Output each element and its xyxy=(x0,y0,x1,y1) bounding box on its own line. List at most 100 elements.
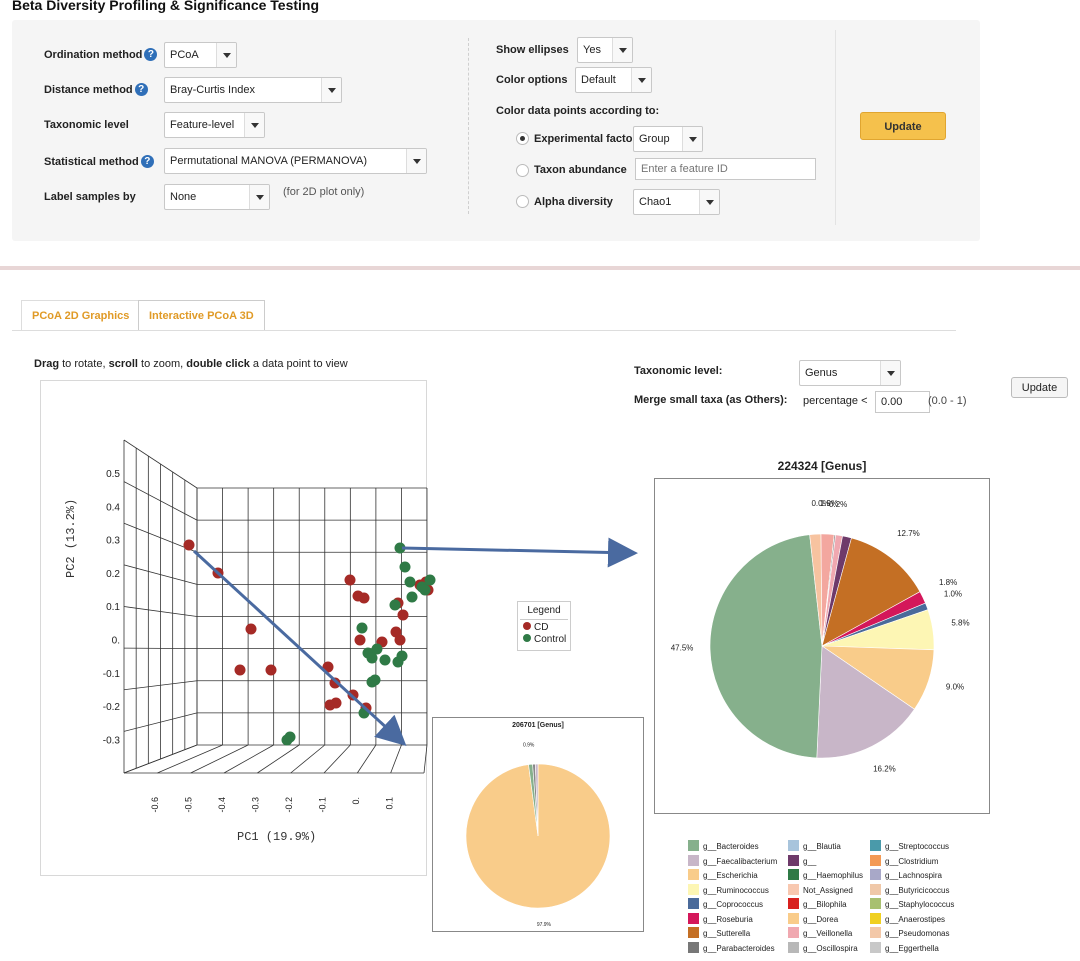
alpha-diversity-select[interactable]: Chao1 xyxy=(633,189,720,215)
y-tick-label: 0. xyxy=(112,636,120,647)
pcoa-3d-grid xyxy=(123,439,428,774)
tab-pcoa-2d[interactable]: PCoA 2D Graphics xyxy=(21,300,141,331)
help-icon[interactable]: ? xyxy=(134,83,148,96)
pie-slice xyxy=(821,537,921,647)
small-pie-chart: 97.9% 0.9% xyxy=(465,742,611,928)
cd-sample-point xyxy=(344,574,356,586)
experimental-factor-radio[interactable] xyxy=(516,132,529,145)
control-sample-point xyxy=(389,599,401,611)
pie-slice-label: 0.2% xyxy=(829,500,847,509)
pie-slice-label: 1.0% xyxy=(944,589,962,598)
genus-legend-item: g__Blautia xyxy=(788,840,841,851)
grid-line xyxy=(157,744,223,774)
x-tick-label: -0.1 xyxy=(318,797,328,813)
control-marker-icon xyxy=(523,634,531,642)
update-button[interactable]: Update xyxy=(860,112,946,140)
panel-divider xyxy=(468,38,469,214)
taxonomic-level-label: Taxonomic level xyxy=(44,119,129,131)
alpha-diversity-radio[interactable] xyxy=(516,195,529,208)
distance-method-select[interactable]: Bray-Curtis Index xyxy=(164,77,342,103)
color-swatch-icon xyxy=(688,912,699,924)
taxonomic-level-select[interactable]: Feature-level xyxy=(164,112,265,138)
grid-line xyxy=(390,744,402,774)
pcoa-3d-points xyxy=(183,539,436,746)
update-taxa-button[interactable]: Update xyxy=(1011,377,1068,398)
genus-legend-item: g__Veillonella xyxy=(788,927,852,938)
y-tick-label: 0.3 xyxy=(106,536,120,547)
genus-legend-label: g__Haemophilus xyxy=(803,871,864,880)
grid-line xyxy=(290,744,326,774)
arrow-to-small-pie xyxy=(192,549,407,747)
pcoa-3d-tick-labels: 0.5 0.4 0.3 0.2 0.1 0. -0.1 -0.2 -0.3 -0.6 -0.5 -0.… xyxy=(103,469,395,813)
pie-slice xyxy=(534,763,539,837)
genus-legend-label: g__Parabacteroides xyxy=(703,943,775,953)
chevron-down-icon xyxy=(321,78,341,102)
pie-slice-label: 5.8% xyxy=(951,618,969,627)
ordination-method-select[interactable]: PCoA xyxy=(164,42,237,68)
cd-sample-point xyxy=(330,697,342,709)
statistical-method-select[interactable]: Permutational MANOVA (PERMANOVA) xyxy=(164,148,427,174)
genus-legend-item: g__Escherichia xyxy=(688,869,758,880)
grid-line xyxy=(257,744,300,774)
pie-slice xyxy=(816,645,915,759)
legend-item-control: Control xyxy=(518,633,570,645)
chevron-down-icon xyxy=(612,38,632,62)
x-tick-label: 0. xyxy=(351,797,361,805)
chevron-down-icon xyxy=(880,361,900,385)
genus-legend-item: g__Lachnospira xyxy=(870,869,942,880)
y-tick-label: -0.1 xyxy=(103,669,121,680)
tab-interactive-pcoa-3d[interactable]: Interactive PCoA 3D xyxy=(138,300,265,331)
genus-legend-item: g__Parabacteroides xyxy=(688,941,775,953)
experimental-factor-select[interactable]: Group xyxy=(633,126,703,152)
control-sample-point xyxy=(404,576,416,588)
control-sample-point xyxy=(379,654,391,666)
color-options-select[interactable]: Default xyxy=(575,67,652,93)
color-swatch-icon xyxy=(788,840,799,851)
genus-legend-label: g__Oscillospira xyxy=(803,943,858,953)
label-samples-select[interactable]: None xyxy=(164,184,270,210)
control-sample-point xyxy=(366,652,378,664)
color-data-points-label: Color data points according to: xyxy=(496,105,660,117)
color-swatch-icon xyxy=(688,927,699,938)
control-sample-point xyxy=(281,734,293,746)
percentage-label: percentage < xyxy=(803,395,868,407)
experimental-factor-label: Experimental factor xyxy=(534,133,637,145)
feature-id-input[interactable] xyxy=(635,158,816,180)
cd-marker-icon xyxy=(523,622,531,630)
y-tick-label: 0.4 xyxy=(106,502,120,513)
cd-sample-point xyxy=(394,634,406,646)
control-sample-point xyxy=(424,574,436,586)
control-sample-point xyxy=(419,584,431,596)
genus-level-select[interactable]: Genus xyxy=(799,360,901,386)
percentage-input[interactable] xyxy=(875,391,930,413)
control-sample-point xyxy=(371,643,383,655)
show-ellipses-select[interactable]: Yes xyxy=(577,37,633,63)
control-sample-point xyxy=(399,561,411,573)
help-icon[interactable]: ? xyxy=(140,155,154,168)
taxon-abundance-radio[interactable] xyxy=(516,164,529,177)
color-swatch-icon xyxy=(870,840,881,851)
genus-legend-item: g__Haemophilus xyxy=(788,869,863,880)
help-icon[interactable]: ? xyxy=(144,48,158,61)
genus-legend-label: g__Pseudomonas xyxy=(885,929,950,938)
color-swatch-icon xyxy=(788,869,799,880)
pc2-axis-label: PC2 (13.2%) xyxy=(64,499,78,578)
y-tick-label: -0.2 xyxy=(103,702,121,713)
color-swatch-icon xyxy=(688,883,699,895)
color-swatch-icon xyxy=(870,927,881,938)
grid-line xyxy=(423,744,428,774)
alpha-diversity-label: Alpha diversity xyxy=(534,196,613,208)
color-swatch-icon xyxy=(788,854,799,866)
color-swatch-icon xyxy=(870,941,881,953)
genus-legend-label: Not_Assigned xyxy=(803,885,853,895)
chevron-down-icon xyxy=(249,185,269,209)
chevron-down-icon xyxy=(699,190,719,214)
chevron-down-icon xyxy=(406,149,426,173)
genus-legend-label: g__Sutterella xyxy=(703,929,751,938)
genus-legend-item: g__Bilophila xyxy=(788,898,847,909)
distance-method-label: Distance method? xyxy=(44,83,148,96)
genus-legend-label: g__Bacteroides xyxy=(703,842,759,851)
color-swatch-icon xyxy=(870,854,881,866)
x-tick-label: -0.4 xyxy=(217,797,227,813)
